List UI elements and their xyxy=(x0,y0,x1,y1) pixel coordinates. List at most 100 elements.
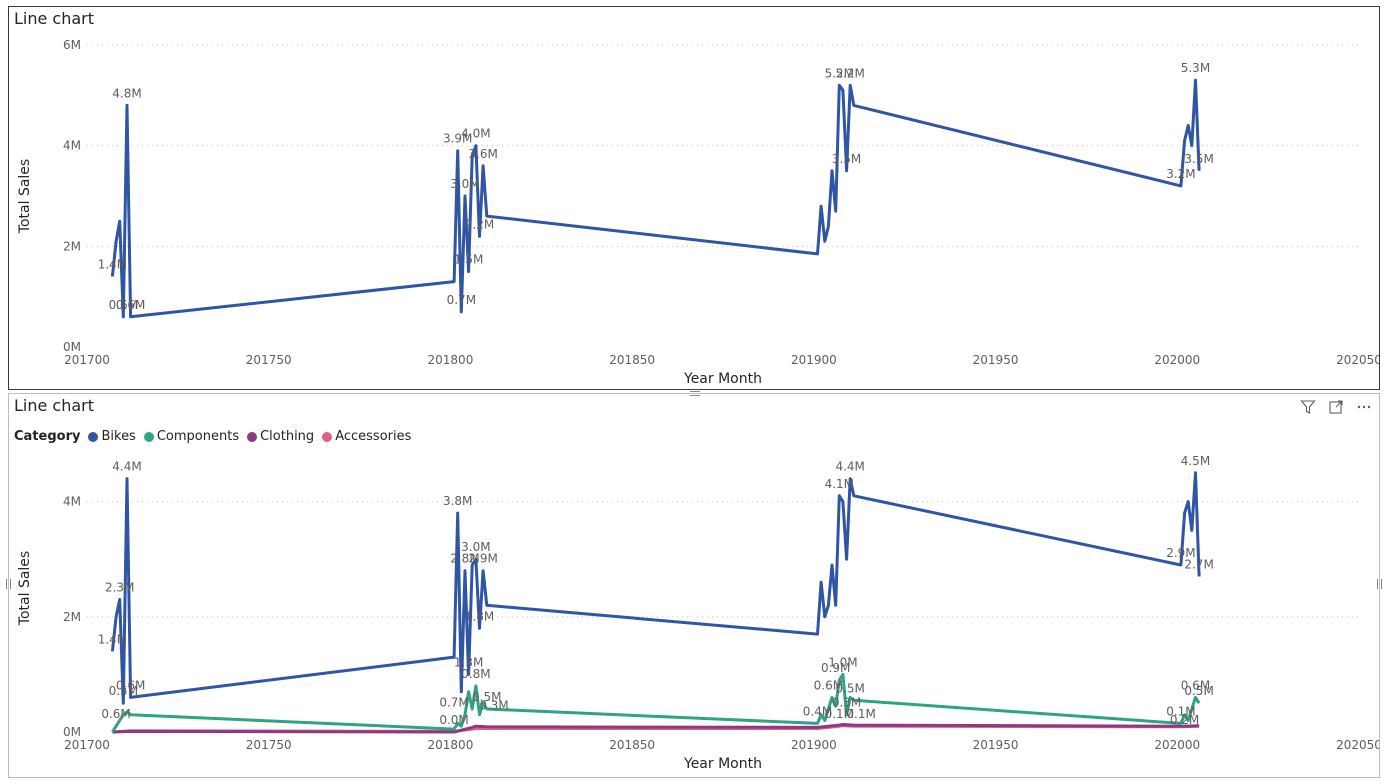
legend-label: Accessories xyxy=(335,429,412,444)
y-tick-label: 6M xyxy=(63,38,81,52)
data-label: 2.3M xyxy=(105,581,134,595)
resize-handle-right[interactable] xyxy=(1377,579,1382,589)
data-label: 0.1M xyxy=(1166,704,1195,718)
data-label: 0.1M xyxy=(825,707,854,721)
y-axis-title: Total Sales xyxy=(17,159,33,234)
chart-title: Line chart xyxy=(14,396,95,415)
resize-handle-top[interactable] xyxy=(690,391,700,396)
x-tick-label: 202000 xyxy=(1154,353,1200,367)
resize-handle-left[interactable] xyxy=(6,579,11,589)
data-label: 0.5M xyxy=(1184,684,1213,698)
y-tick-label: 2M xyxy=(63,239,81,253)
y-tick-label: 0M xyxy=(63,725,81,739)
y-tick-label: 0M xyxy=(63,340,81,354)
data-label: 2.2M xyxy=(465,217,494,231)
data-label: 0.5M xyxy=(835,681,864,695)
y-tick-label: 2M xyxy=(63,610,81,624)
legend-item-accessories[interactable]: Accessories xyxy=(322,429,411,444)
y-tick-label: 4M xyxy=(63,495,81,509)
data-label: 4.4M xyxy=(112,460,141,474)
data-label: 0.6M xyxy=(101,707,130,721)
x-tick-label: 202050 xyxy=(1336,353,1379,367)
data-label: 0.3M xyxy=(832,696,861,710)
series-line-components xyxy=(111,672,1201,733)
data-label: 4.0M xyxy=(461,127,490,141)
data-label: 3.5M xyxy=(832,152,861,166)
x-tick-label: 201800 xyxy=(428,738,474,752)
data-label: 1.8M xyxy=(465,609,494,623)
data-label: 0.1M xyxy=(846,707,875,721)
series-line-bikes xyxy=(110,471,1201,705)
visual-header-toolbar xyxy=(1299,398,1373,416)
data-label: 3.5M xyxy=(1184,152,1213,166)
data-label: 3.0M xyxy=(450,177,479,191)
data-label: 3.0M xyxy=(461,540,490,554)
legend-marker-clothing xyxy=(247,431,258,442)
data-label: 0.6M xyxy=(116,298,145,312)
data-label: 0.8M xyxy=(461,667,490,681)
series-line-total-sales xyxy=(110,78,1201,319)
legend-item-components[interactable]: Components xyxy=(143,429,240,444)
data-label: 0.6M xyxy=(814,678,843,692)
data-label: 5.2M xyxy=(835,66,864,80)
data-label: 0.9M xyxy=(821,661,850,675)
data-label: 0.2M xyxy=(1170,713,1199,727)
x-tick-label: 201750 xyxy=(246,353,292,367)
data-label: 3.8M xyxy=(443,494,472,508)
data-label: 4.8M xyxy=(112,86,141,100)
data-label: 4.1M xyxy=(825,477,854,491)
x-tick-label: 201700 xyxy=(64,353,110,367)
data-label: 0.5M xyxy=(472,690,501,704)
x-tick-label: 202050 xyxy=(1336,738,1379,752)
legend-label: Components xyxy=(156,429,240,444)
data-label: 0.6M xyxy=(1181,678,1210,692)
data-label: 0.6M xyxy=(109,298,138,312)
x-axis-title: Year Month xyxy=(683,756,762,772)
data-label: 0.4M xyxy=(803,704,832,718)
x-tick-label: 201800 xyxy=(428,353,474,367)
y-axis-title: Total Sales xyxy=(17,551,33,626)
data-label: 0.6M xyxy=(116,678,145,692)
chart-legend: Category Bikes Components Clothing Acces… xyxy=(14,429,415,444)
line-chart-plot-by-category[interactable]: 0M 2M 4M 201700 201750 201800 201850 201900 2019… xyxy=(9,394,1379,777)
data-label: 3.6M xyxy=(468,147,497,161)
line-chart-visual-by-category[interactable]: Line chart Category Bikes Components Clo… xyxy=(6,391,1382,778)
data-label: 5.2M xyxy=(825,66,854,80)
data-label: 2.7M xyxy=(1184,557,1213,571)
data-label: 1.4M xyxy=(98,632,127,646)
x-axis-title: Year Month xyxy=(683,371,762,387)
x-tick-label: 201850 xyxy=(609,353,655,367)
legend-marker-accessories xyxy=(322,431,333,442)
focus-mode-icon[interactable] xyxy=(1327,398,1345,416)
data-label: 0.3M xyxy=(479,699,508,713)
data-label: 2.9M xyxy=(468,552,497,566)
legend-label: Bikes xyxy=(101,429,136,444)
data-label: 1.5M xyxy=(454,253,483,267)
x-tick-label: 202000 xyxy=(1154,738,1200,752)
legend-item-clothing[interactable]: Clothing xyxy=(247,429,314,444)
legend-item-bikes[interactable]: Bikes xyxy=(88,429,136,444)
data-label: 1.3M xyxy=(454,655,483,669)
x-tick-label: 201700 xyxy=(64,738,110,752)
data-label: 4.5M xyxy=(1181,454,1210,468)
data-label: 0.0M xyxy=(439,713,468,727)
legend-title: Category xyxy=(14,429,81,444)
line-chart-plot-total[interactable]: 0M 2M 4M 6M 201700 201750 201800 201850 201900 20… xyxy=(9,7,1379,389)
data-label: 1.4M xyxy=(98,258,127,272)
data-label: 4.4M xyxy=(835,460,864,474)
legend-label: Clothing xyxy=(260,429,315,444)
chart-title: Line chart xyxy=(14,9,95,28)
line-chart-visual-total[interactable]: Line chart 0M 2M 4M 6M 201700 201750 201800 201… xyxy=(8,6,1380,390)
x-tick-label: 201950 xyxy=(973,738,1019,752)
data-label: 3.9M xyxy=(443,132,472,146)
x-tick-label: 201900 xyxy=(791,353,837,367)
data-label: 0.5M xyxy=(109,684,138,698)
data-label: 0.7M xyxy=(447,293,476,307)
data-label: 1.0M xyxy=(828,655,857,669)
filter-icon[interactable] xyxy=(1299,398,1317,416)
x-tick-label: 201950 xyxy=(973,353,1019,367)
data-label: 3.2M xyxy=(1166,167,1195,181)
data-label: 2.9M xyxy=(1166,546,1195,560)
more-options-icon[interactable] xyxy=(1355,398,1373,416)
data-label: 2.8M xyxy=(450,552,479,566)
